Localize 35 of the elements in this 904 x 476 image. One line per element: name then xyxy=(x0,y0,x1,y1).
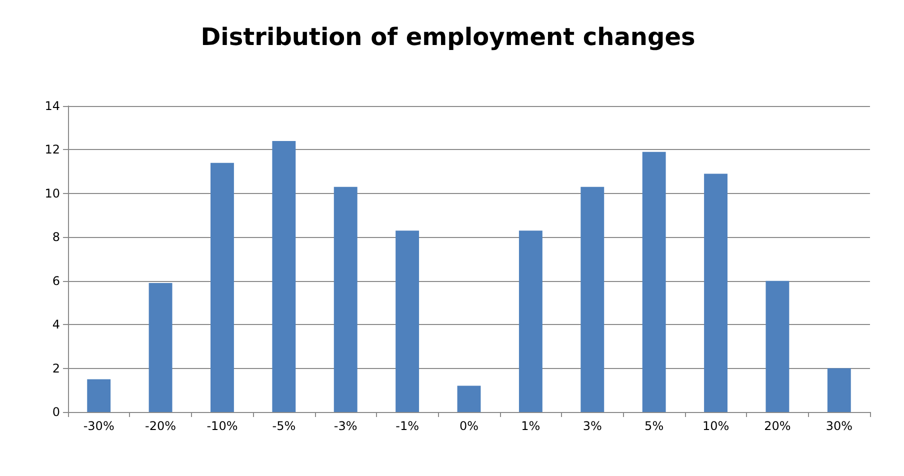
y-tick-label: 4 xyxy=(52,318,60,332)
bar xyxy=(704,174,728,412)
bar xyxy=(827,368,851,412)
bar xyxy=(87,379,111,412)
bar xyxy=(272,140,296,412)
y-tick-label: 12 xyxy=(44,142,60,157)
bar xyxy=(148,283,172,412)
chart-title: Distribution of employment changes xyxy=(200,23,696,51)
bar xyxy=(518,230,542,412)
y-tick-label: 10 xyxy=(44,186,60,200)
bar xyxy=(580,186,604,412)
bar xyxy=(334,186,358,412)
x-tick-label: -30% xyxy=(83,419,114,433)
x-tick-label: 0% xyxy=(459,419,479,433)
x-tick-label: -5% xyxy=(272,419,296,433)
y-tick-label: 0 xyxy=(52,405,60,419)
x-tick-label: 1% xyxy=(521,419,540,433)
x-tick-label: -1% xyxy=(396,419,419,433)
y-tick-label: 14 xyxy=(44,99,60,113)
y-tick-label: 2 xyxy=(52,361,60,376)
bar xyxy=(396,230,420,412)
x-tick-label: -3% xyxy=(334,419,358,433)
y-tick-label: 8 xyxy=(52,230,60,244)
x-tick-label: -20% xyxy=(145,419,176,433)
bar xyxy=(457,386,481,412)
bar xyxy=(642,152,666,412)
x-tick-label: 30% xyxy=(826,419,852,433)
x-tick-label: 10% xyxy=(702,419,730,433)
x-tick-label: 20% xyxy=(764,419,791,433)
y-tick-label: 6 xyxy=(52,274,60,288)
x-tick-label: 5% xyxy=(644,419,664,433)
x-tick-label: -10% xyxy=(206,419,238,433)
bar xyxy=(210,162,234,412)
bar xyxy=(766,280,790,412)
x-tick-label: 3% xyxy=(582,419,602,433)
